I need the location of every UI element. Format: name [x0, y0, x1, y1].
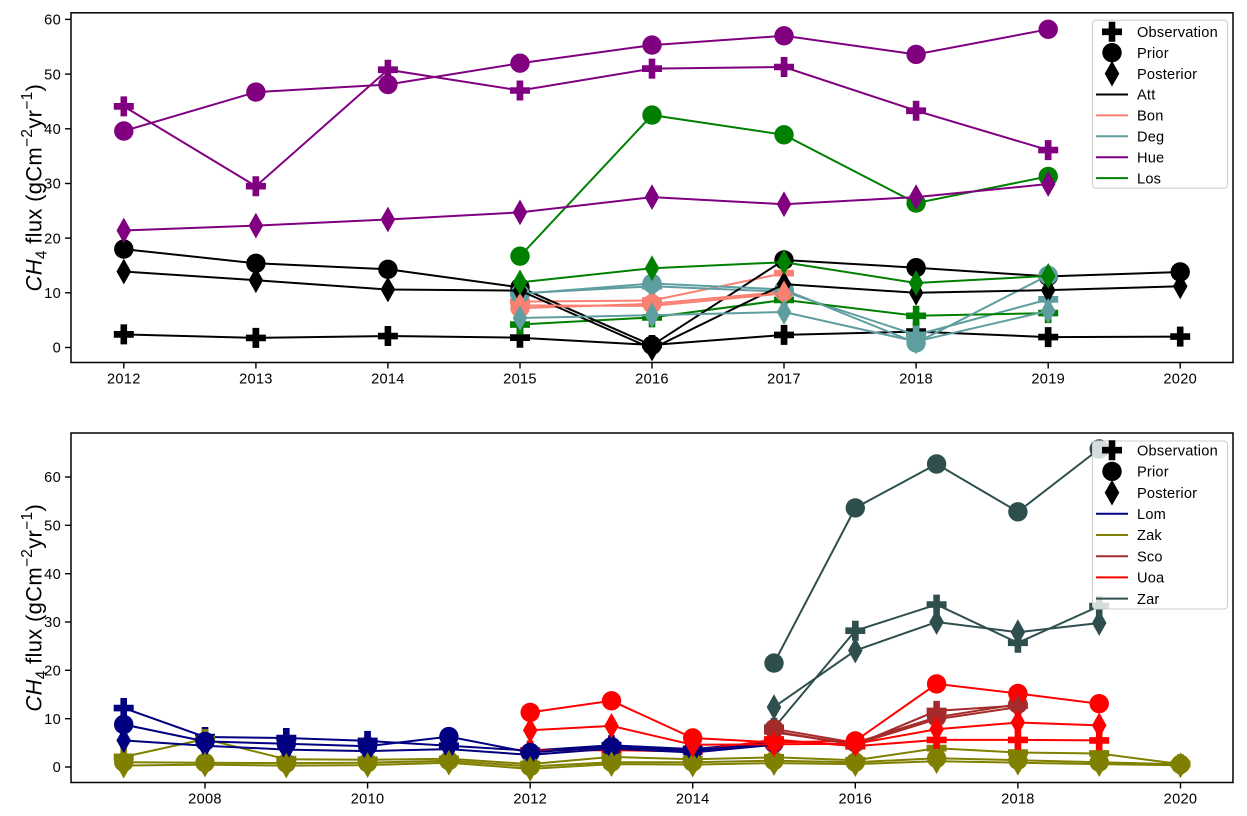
svg-text:Observation: Observation — [1137, 443, 1218, 459]
svg-text:10: 10 — [44, 286, 61, 302]
svg-text:30: 30 — [44, 615, 61, 631]
svg-text:0: 0 — [53, 760, 61, 776]
svg-text:30: 30 — [44, 177, 61, 193]
svg-text:20: 20 — [44, 664, 61, 680]
svg-text:2008: 2008 — [188, 791, 222, 807]
svg-text:CH4 flux (gCm−2yr−1): CH4 flux (gCm−2yr−1) — [19, 504, 51, 712]
svg-text:2014: 2014 — [371, 371, 405, 387]
svg-text:2018: 2018 — [1001, 791, 1035, 807]
svg-text:2012: 2012 — [107, 371, 141, 387]
svg-text:Posterior: Posterior — [1137, 486, 1197, 502]
svg-text:2012: 2012 — [513, 791, 547, 807]
svg-text:Hue: Hue — [1137, 150, 1164, 166]
svg-text:40: 40 — [44, 567, 61, 583]
svg-text:2020: 2020 — [1164, 791, 1198, 807]
svg-text:2020: 2020 — [1163, 371, 1197, 387]
svg-text:Uoa: Uoa — [1137, 571, 1165, 587]
svg-text:Los: Los — [1137, 171, 1161, 187]
svg-text:0: 0 — [53, 341, 61, 357]
svg-text:Zar: Zar — [1137, 592, 1160, 608]
svg-text:2013: 2013 — [239, 371, 273, 387]
svg-text:10: 10 — [44, 712, 61, 728]
svg-text:Prior: Prior — [1137, 465, 1169, 481]
svg-text:Deg: Deg — [1137, 130, 1164, 146]
svg-text:Att: Att — [1137, 88, 1155, 104]
svg-text:2017: 2017 — [767, 371, 801, 387]
svg-text:2010: 2010 — [351, 791, 385, 807]
svg-text:50: 50 — [44, 519, 61, 535]
svg-text:40: 40 — [44, 122, 61, 138]
svg-text:Bon: Bon — [1137, 109, 1164, 125]
svg-text:Observation: Observation — [1137, 25, 1218, 41]
svg-text:50: 50 — [44, 67, 61, 83]
svg-text:Posterior: Posterior — [1137, 67, 1197, 83]
svg-text:2018: 2018 — [899, 371, 933, 387]
svg-text:2016: 2016 — [635, 371, 669, 387]
svg-text:CH4 flux (gCm−2yr−1): CH4 flux (gCm−2yr−1) — [19, 84, 51, 292]
svg-text:60: 60 — [44, 470, 61, 486]
svg-text:60: 60 — [44, 13, 61, 29]
svg-text:2015: 2015 — [503, 371, 537, 387]
svg-text:Sco: Sco — [1137, 549, 1163, 565]
svg-text:20: 20 — [44, 231, 61, 247]
svg-text:2016: 2016 — [838, 791, 872, 807]
svg-text:2019: 2019 — [1031, 371, 1065, 387]
svg-text:Zak: Zak — [1137, 528, 1162, 544]
svg-text:Lom: Lom — [1137, 507, 1166, 523]
svg-text:Prior: Prior — [1137, 46, 1169, 62]
svg-text:2014: 2014 — [676, 791, 710, 807]
